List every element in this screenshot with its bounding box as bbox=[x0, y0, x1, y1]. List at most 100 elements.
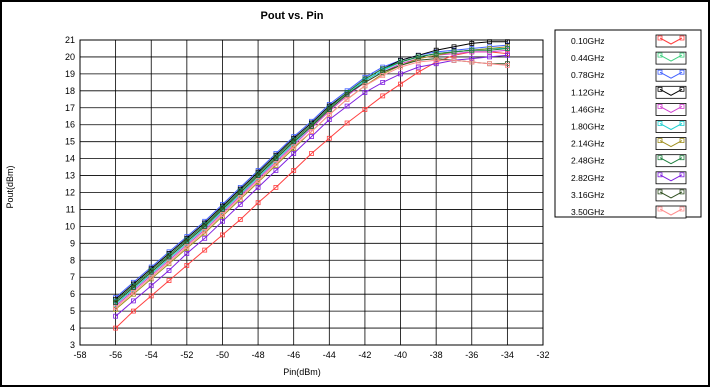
legend-key-box bbox=[655, 188, 687, 202]
y-tick-label: 6 bbox=[70, 289, 75, 299]
data-point bbox=[184, 244, 190, 250]
legend-label: 1.80GHz bbox=[571, 122, 605, 132]
data-point bbox=[148, 283, 154, 289]
legend-label: 2.48GHz bbox=[571, 156, 605, 166]
data-point bbox=[291, 168, 297, 173]
data-point bbox=[504, 52, 510, 58]
legend-key-marker bbox=[657, 121, 663, 126]
series-3.16GHz bbox=[113, 56, 510, 306]
data-point bbox=[202, 247, 208, 253]
pout-vs-pin-chart: Pout vs. Pin -58 -56 -54 -52 -50 -48 -46 -44 -42… bbox=[5, 10, 702, 377]
data-point bbox=[344, 120, 350, 126]
data-point bbox=[202, 235, 208, 241]
legend-key-marker bbox=[679, 86, 685, 92]
data-point bbox=[255, 178, 261, 184]
data-point bbox=[309, 134, 314, 140]
data-point bbox=[326, 135, 332, 141]
data-point bbox=[273, 161, 279, 167]
y-tick-label: 7 bbox=[70, 272, 75, 282]
data-point bbox=[344, 91, 350, 97]
data-point bbox=[255, 200, 261, 206]
legend-label: 1.12GHz bbox=[571, 87, 605, 97]
data-point bbox=[202, 229, 208, 234]
data-point bbox=[148, 274, 154, 280]
legend-key-marker bbox=[657, 52, 663, 58]
legend-label: 0.10GHz bbox=[571, 36, 605, 46]
data-point bbox=[380, 80, 386, 85]
x-tick-label: -32 bbox=[536, 350, 549, 360]
legend-label: 3.16GHz bbox=[571, 190, 605, 200]
legend-key-box bbox=[655, 120, 687, 133]
data-point bbox=[380, 69, 386, 75]
legend-key-line bbox=[659, 140, 683, 148]
series-2.82GHz bbox=[113, 52, 510, 319]
data-point bbox=[362, 90, 368, 95]
x-tick-label: -38 bbox=[430, 350, 443, 360]
data-point bbox=[415, 54, 421, 60]
y-tick-label: 17 bbox=[65, 103, 75, 113]
data-point bbox=[487, 54, 493, 60]
legend-key-marker bbox=[679, 172, 685, 178]
legend-key-box bbox=[655, 51, 687, 65]
data-point bbox=[433, 47, 439, 53]
legend-key-marker bbox=[657, 206, 663, 212]
legend-key-marker bbox=[657, 138, 663, 144]
legend-key-box bbox=[655, 205, 687, 219]
legend-key-box bbox=[655, 103, 687, 116]
grid bbox=[79, 39, 544, 346]
data-point bbox=[166, 259, 172, 265]
series-line bbox=[115, 51, 508, 329]
legend-label: 1.46GHz bbox=[571, 104, 605, 114]
data-point bbox=[433, 51, 439, 56]
data-point bbox=[130, 298, 136, 304]
y-tick-label: 5 bbox=[70, 306, 75, 316]
y-tick-label: 13 bbox=[65, 171, 75, 181]
data-point bbox=[362, 80, 368, 85]
series-line bbox=[115, 58, 508, 303]
data-point bbox=[166, 278, 172, 284]
data-point bbox=[291, 151, 297, 156]
x-tick-label: -34 bbox=[501, 350, 514, 360]
legend-key-line bbox=[659, 191, 683, 199]
data-point bbox=[415, 69, 421, 75]
legend-label: 0.44GHz bbox=[571, 53, 605, 63]
data-point bbox=[255, 173, 261, 179]
series-line bbox=[115, 46, 508, 310]
data-point bbox=[362, 83, 368, 89]
legend-key-box bbox=[655, 154, 687, 168]
data-point bbox=[380, 73, 386, 78]
legend-label: 2.14GHz bbox=[571, 139, 605, 149]
y-tick-label: 11 bbox=[66, 204, 75, 214]
data-point bbox=[309, 124, 314, 129]
data-point bbox=[130, 308, 136, 314]
data-point bbox=[469, 56, 475, 61]
legend-key-marker bbox=[679, 206, 685, 212]
y-tick-label: 9 bbox=[70, 238, 75, 248]
data-point bbox=[113, 313, 118, 319]
legend-key-marker bbox=[657, 189, 663, 195]
legend-label: 2.82GHz bbox=[571, 173, 605, 183]
data-point bbox=[469, 59, 475, 65]
legend-key-box bbox=[655, 137, 687, 151]
x-tick-label: -50 bbox=[216, 350, 229, 360]
x-tick-label: -46 bbox=[287, 350, 300, 360]
data-point bbox=[220, 218, 225, 224]
data-point bbox=[415, 59, 421, 65]
legend-key-marker bbox=[679, 155, 685, 161]
legend-key-marker bbox=[679, 52, 685, 58]
x-tick-label: -56 bbox=[109, 350, 122, 360]
data-point bbox=[487, 39, 493, 45]
data-point bbox=[326, 117, 332, 122]
legend-key-marker bbox=[679, 104, 685, 109]
y-tick-label: 19 bbox=[65, 69, 75, 79]
data-point bbox=[344, 96, 350, 102]
data-point bbox=[380, 66, 386, 72]
legend-key-line bbox=[659, 157, 683, 165]
y-tick-label: 14 bbox=[65, 154, 75, 164]
y-tick-label: 3 bbox=[70, 340, 75, 350]
legend-key-line bbox=[659, 174, 683, 182]
y-tick-label: 4 bbox=[70, 323, 75, 333]
data-point bbox=[130, 290, 136, 295]
legend-key-marker bbox=[679, 121, 685, 126]
y-tick-label: 8 bbox=[70, 255, 75, 265]
